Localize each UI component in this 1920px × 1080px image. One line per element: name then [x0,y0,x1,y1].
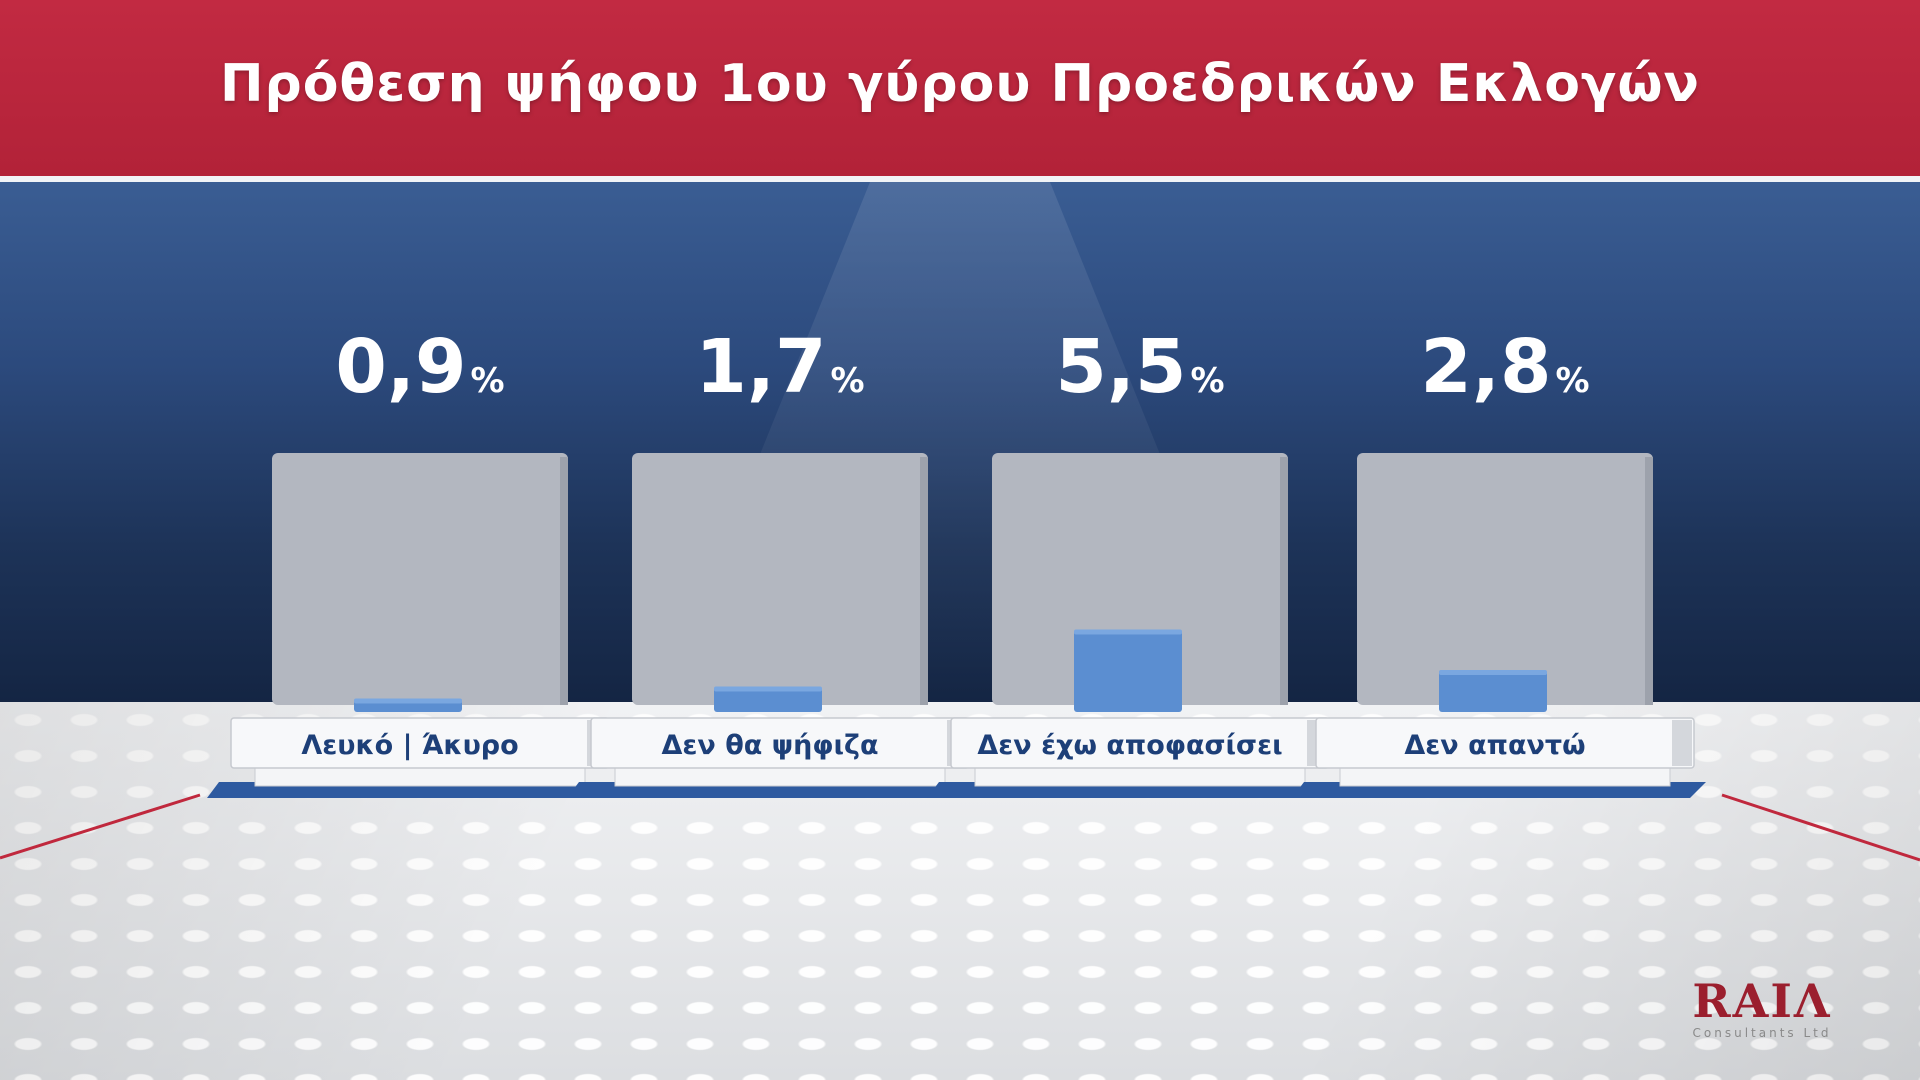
value-number: 1,7 [695,324,826,410]
bar-backdrop-edge [1280,457,1288,705]
bar-backdrop-panel [632,453,928,705]
bar [1074,629,1182,712]
bar-backdrop-panel [1357,453,1653,705]
bar-top-highlight [354,698,462,704]
label-box-side [1672,720,1692,766]
perspective-line-right [1721,793,1920,862]
value-label: 0,9% [335,324,504,410]
chart-title: Πρόθεση ψήφου 1ου γύρου Προεδρικών Εκλογ… [220,54,1700,114]
value-unit: % [1556,361,1590,401]
logo-text: RAIΛ [1692,974,1832,1028]
bar [1439,670,1547,712]
value-label: 5,5% [1055,324,1224,410]
bar-backdrop-edge [920,457,928,705]
logo-subtext: Consultants Ltd [1692,1026,1832,1040]
category-label: Δεν έχω αποφασίσει [977,730,1282,761]
value-number: 5,5 [1055,324,1186,410]
bar-group: Δεν έχω αποφασίσει 5,5% [927,324,1341,798]
bar-backdrop-panel [992,453,1288,705]
bar-group: Δεν απαντώ 2,8% [1292,324,1706,798]
bar [714,686,822,712]
value-unit: % [471,361,505,401]
label-box-step [1339,767,1671,787]
rai-logo: RAIΛ Consultants Ltd [1672,974,1852,1040]
bar-top-highlight [714,686,822,692]
value-number: 2,8 [1420,324,1551,410]
category-label: Δεν θα ψήφιζα [661,730,878,761]
bar-top-highlight [1439,670,1547,675]
header-banner: Πρόθεση ψήφου 1ου γύρου Προεδρικών Εκλογ… [0,0,1920,176]
header-divider [0,176,1920,182]
value-label: 1,7% [695,324,864,410]
label-box [1315,717,1695,769]
value-number: 0,9 [335,324,466,410]
perspective-line-left [0,793,201,860]
bar-group: Δεν θα ψήφιζα 1,7% [567,324,981,798]
label-box-step [254,767,586,787]
value-unit: % [1191,361,1225,401]
bar-backdrop-edge [560,457,568,705]
label-box-step [974,767,1306,787]
value-unit: % [831,361,865,401]
bar-backdrop-edge [1645,457,1653,705]
bar-backdrop-panel [272,453,568,705]
label-box-step [614,767,946,787]
category-label: Δεν απαντώ [1404,730,1585,761]
bar-group: Λευκό | Άκυρο 0,9% [207,324,621,798]
value-label: 2,8% [1420,324,1589,410]
bar-top-highlight [1074,629,1182,635]
category-label: Λευκό | Άκυρο [301,730,518,761]
